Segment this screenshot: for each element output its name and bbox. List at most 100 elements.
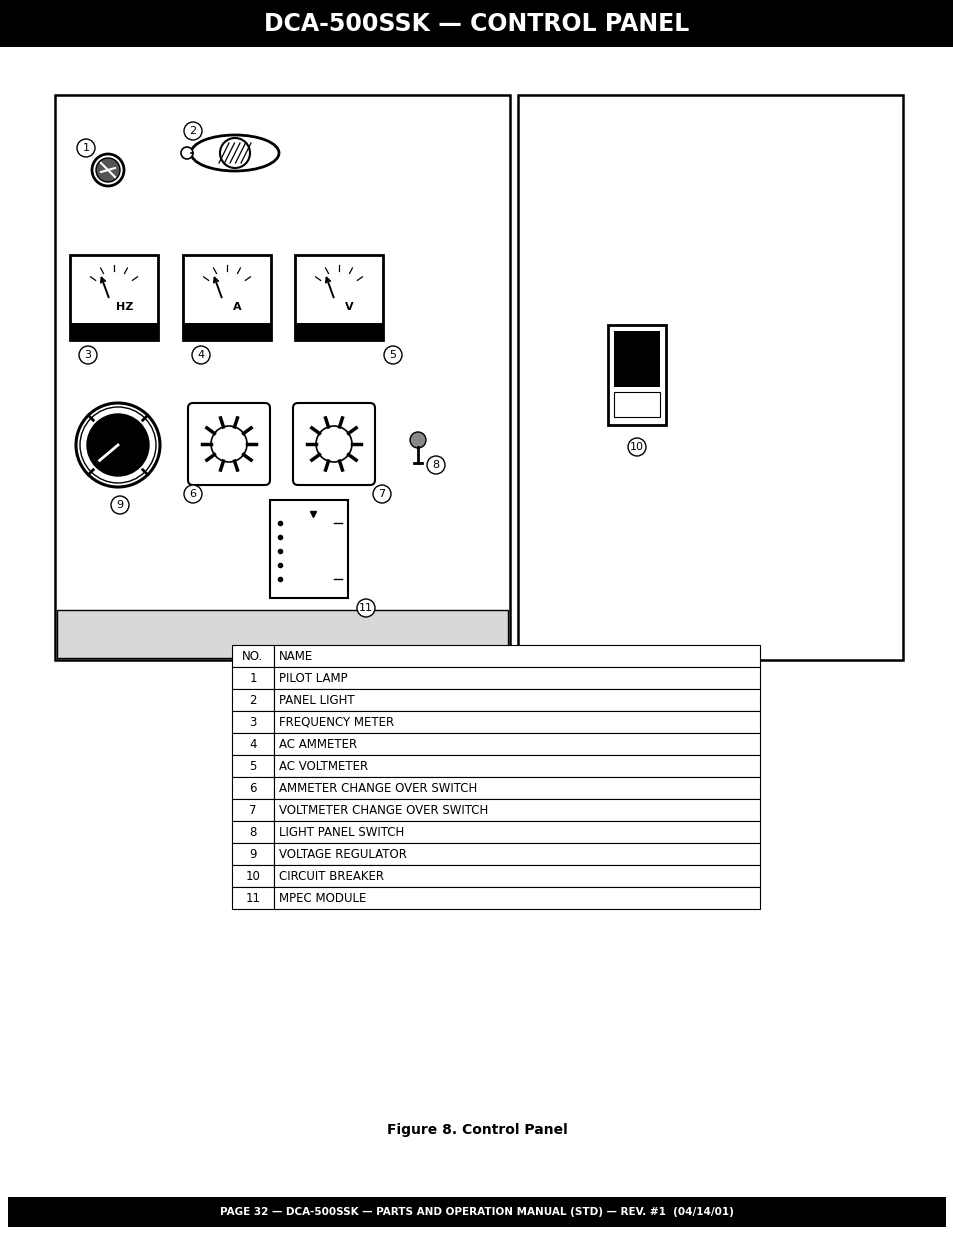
Bar [8, 1197, 945, 1228]
Bar [607, 325, 665, 425]
Text: A: A [233, 301, 242, 312]
Bar [232, 887, 274, 909]
Text: 7: 7 [249, 804, 256, 816]
Bar [232, 864, 274, 887]
Circle shape [111, 496, 129, 514]
Bar [614, 391, 659, 417]
Circle shape [356, 599, 375, 618]
Text: LIGHT PANEL SWITCH: LIGHT PANEL SWITCH [278, 825, 404, 839]
Bar [270, 500, 348, 598]
Text: 6: 6 [249, 782, 256, 794]
Bar [294, 254, 382, 340]
Text: 3: 3 [249, 715, 256, 729]
Circle shape [427, 456, 444, 474]
Circle shape [211, 426, 247, 462]
Text: 8: 8 [249, 825, 256, 839]
Bar [274, 821, 760, 844]
Circle shape [220, 138, 250, 168]
Circle shape [192, 346, 210, 364]
Bar [274, 667, 760, 689]
Bar [57, 610, 507, 658]
Text: 5: 5 [249, 760, 256, 773]
Text: V: V [345, 301, 354, 312]
Circle shape [181, 147, 193, 159]
Text: FREQUENCY METER: FREQUENCY METER [278, 715, 394, 729]
Bar [70, 254, 158, 340]
Bar [274, 887, 760, 909]
Bar [183, 254, 271, 340]
Circle shape [87, 414, 149, 475]
Text: 2: 2 [249, 694, 256, 706]
Text: 9: 9 [249, 847, 256, 861]
Text: 10: 10 [245, 869, 260, 883]
Circle shape [79, 346, 97, 364]
Bar [274, 734, 760, 755]
Bar [232, 711, 274, 734]
Circle shape [315, 426, 352, 462]
Text: CIRCUIT BREAKER: CIRCUIT BREAKER [278, 869, 384, 883]
Text: 2: 2 [190, 126, 196, 136]
Text: HZ: HZ [115, 301, 133, 312]
Text: 11: 11 [358, 603, 373, 613]
Text: PAGE 32 — DCA-500SSK — PARTS AND OPERATION MANUAL (STD) — REV. #1  (04/14/01): PAGE 32 — DCA-500SSK — PARTS AND OPERATI… [220, 1207, 733, 1216]
Circle shape [91, 154, 124, 186]
Ellipse shape [191, 135, 278, 170]
Text: Figure 8. Control Panel: Figure 8. Control Panel [386, 1123, 567, 1137]
Bar [232, 799, 274, 821]
Text: AC VOLTMETER: AC VOLTMETER [278, 760, 368, 773]
Bar [274, 844, 760, 864]
Text: 1: 1 [82, 143, 90, 153]
Bar [232, 734, 274, 755]
Circle shape [373, 485, 391, 503]
Text: VOLTMETER CHANGE OVER SWITCH: VOLTMETER CHANGE OVER SWITCH [278, 804, 488, 816]
Text: NO.: NO. [242, 650, 263, 662]
Bar [70, 324, 158, 340]
Text: 9: 9 [116, 500, 124, 510]
Bar [274, 799, 760, 821]
Text: 5: 5 [389, 350, 396, 359]
Bar [232, 777, 274, 799]
Bar [232, 821, 274, 844]
Bar [55, 95, 510, 659]
Bar [517, 95, 902, 659]
Circle shape [77, 140, 95, 157]
Bar [0, 0, 953, 47]
Text: 7: 7 [378, 489, 385, 499]
Text: PILOT LAMP: PILOT LAMP [278, 672, 347, 684]
Bar [294, 324, 382, 340]
Circle shape [80, 408, 156, 483]
Text: NAME: NAME [278, 650, 313, 662]
FancyBboxPatch shape [293, 403, 375, 485]
Text: 6: 6 [190, 489, 196, 499]
Bar [232, 645, 274, 667]
Circle shape [384, 346, 401, 364]
Text: PANEL LIGHT: PANEL LIGHT [278, 694, 355, 706]
Bar [232, 667, 274, 689]
Circle shape [184, 122, 202, 140]
Bar [232, 689, 274, 711]
Text: 3: 3 [85, 350, 91, 359]
Text: 1: 1 [249, 672, 256, 684]
Bar [274, 755, 760, 777]
Bar [274, 864, 760, 887]
Bar [232, 844, 274, 864]
Text: AMMETER CHANGE OVER SWITCH: AMMETER CHANGE OVER SWITCH [278, 782, 476, 794]
Circle shape [76, 403, 160, 487]
Text: VOLTAGE REGULATOR: VOLTAGE REGULATOR [278, 847, 406, 861]
Circle shape [410, 432, 426, 448]
Bar [274, 689, 760, 711]
Bar [274, 645, 760, 667]
Text: DCA-500SSK — CONTROL PANEL: DCA-500SSK — CONTROL PANEL [264, 12, 689, 36]
Text: 11: 11 [245, 892, 260, 904]
Circle shape [96, 158, 120, 182]
Bar [232, 755, 274, 777]
Circle shape [627, 438, 645, 456]
Text: 10: 10 [629, 442, 643, 452]
Text: MPEC MODULE: MPEC MODULE [278, 892, 366, 904]
Text: AC AMMETER: AC AMMETER [278, 737, 356, 751]
Text: 8: 8 [432, 459, 439, 471]
FancyBboxPatch shape [188, 403, 270, 485]
Bar [274, 777, 760, 799]
Circle shape [184, 485, 202, 503]
Bar [614, 331, 659, 387]
